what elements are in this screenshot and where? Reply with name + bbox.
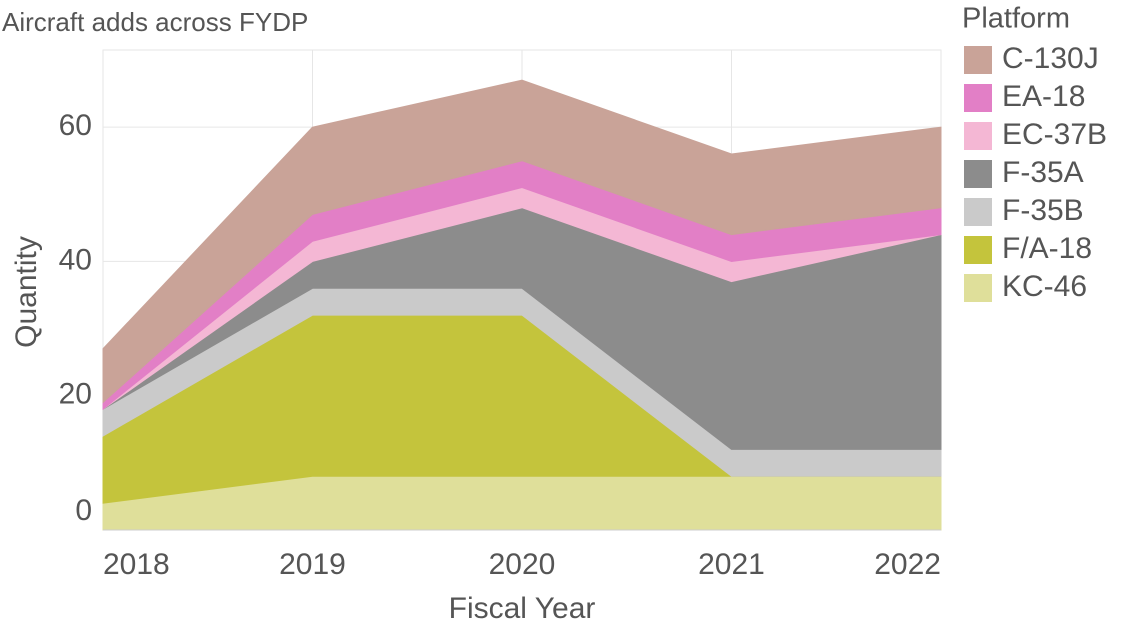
- legend-swatch: [964, 274, 992, 302]
- legend-label: KC-46: [1002, 270, 1087, 303]
- legend-title: Platform: [962, 3, 1070, 35]
- x-tick-label: 2022: [874, 548, 941, 581]
- y-tick-label: 40: [59, 243, 92, 276]
- legend-swatch: [964, 122, 992, 150]
- x-tick-label: 2018: [103, 548, 170, 581]
- legend-label: F-35A: [1002, 156, 1084, 189]
- x-axis-label: Fiscal Year: [449, 592, 596, 625]
- area: [102, 79, 942, 404]
- legend-label: F-35B: [1002, 194, 1084, 227]
- legend-swatch: [964, 46, 992, 74]
- y-tick-label: 60: [59, 109, 92, 142]
- legend-swatch: [964, 160, 992, 188]
- legend-label: EC-37B: [1002, 118, 1107, 151]
- y-tick-label: 0: [75, 494, 92, 527]
- legend-label: EA-18: [1002, 80, 1085, 113]
- y-tick-label: 20: [59, 378, 92, 411]
- legend-label: C-130J: [1002, 42, 1099, 75]
- chart-title: Aircraft adds across FYDP: [2, 7, 308, 37]
- legend-swatch: [964, 236, 992, 264]
- x-tick-label: 2020: [489, 548, 556, 581]
- legend-swatch: [964, 198, 992, 226]
- y-axis-label: Quantity: [10, 236, 43, 348]
- legend-label: F/A-18: [1002, 232, 1092, 265]
- legend-swatch: [964, 84, 992, 112]
- x-tick-label: 2021: [698, 548, 765, 581]
- x-tick-label: 2019: [279, 548, 346, 581]
